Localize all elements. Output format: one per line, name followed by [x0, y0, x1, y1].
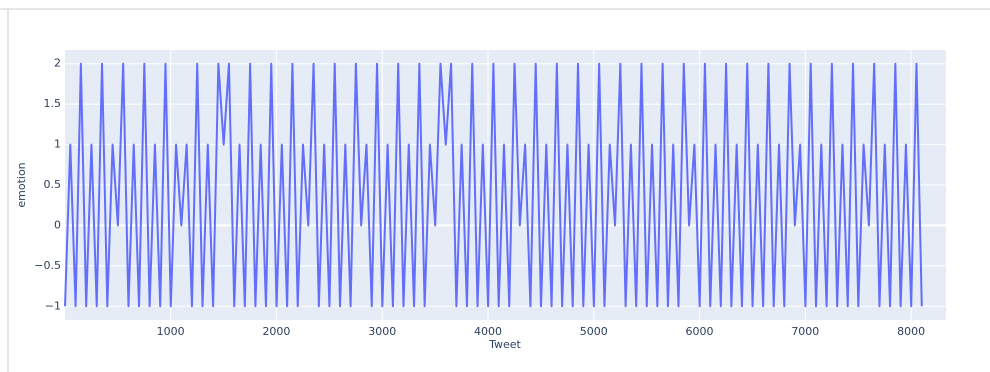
data-line — [64, 62, 923, 308]
x-tick-label: 3000 — [368, 325, 396, 338]
x-tick-label: 5000 — [580, 325, 608, 338]
y-tick-label: 0 — [54, 218, 61, 231]
x-tick-label: 2000 — [262, 325, 290, 338]
x-axis-title: Tweet — [488, 338, 521, 351]
x-tick-label: 8000 — [897, 325, 925, 338]
x-tick-label: 7000 — [791, 325, 819, 338]
x-tick-label: 6000 — [686, 325, 714, 338]
x-tick-label: 4000 — [474, 325, 502, 338]
y-tick-label: 1.5 — [44, 97, 62, 110]
y-tick-label: 2 — [54, 57, 61, 70]
y-tick-label: −0.5 — [34, 259, 61, 272]
x-tick-label: 1000 — [157, 325, 185, 338]
y-tick-label: −1 — [45, 299, 61, 312]
y-tick-label: 0.5 — [44, 178, 62, 191]
y-tick-label: 1 — [54, 138, 61, 151]
y-axis-title: emotion — [15, 162, 28, 207]
